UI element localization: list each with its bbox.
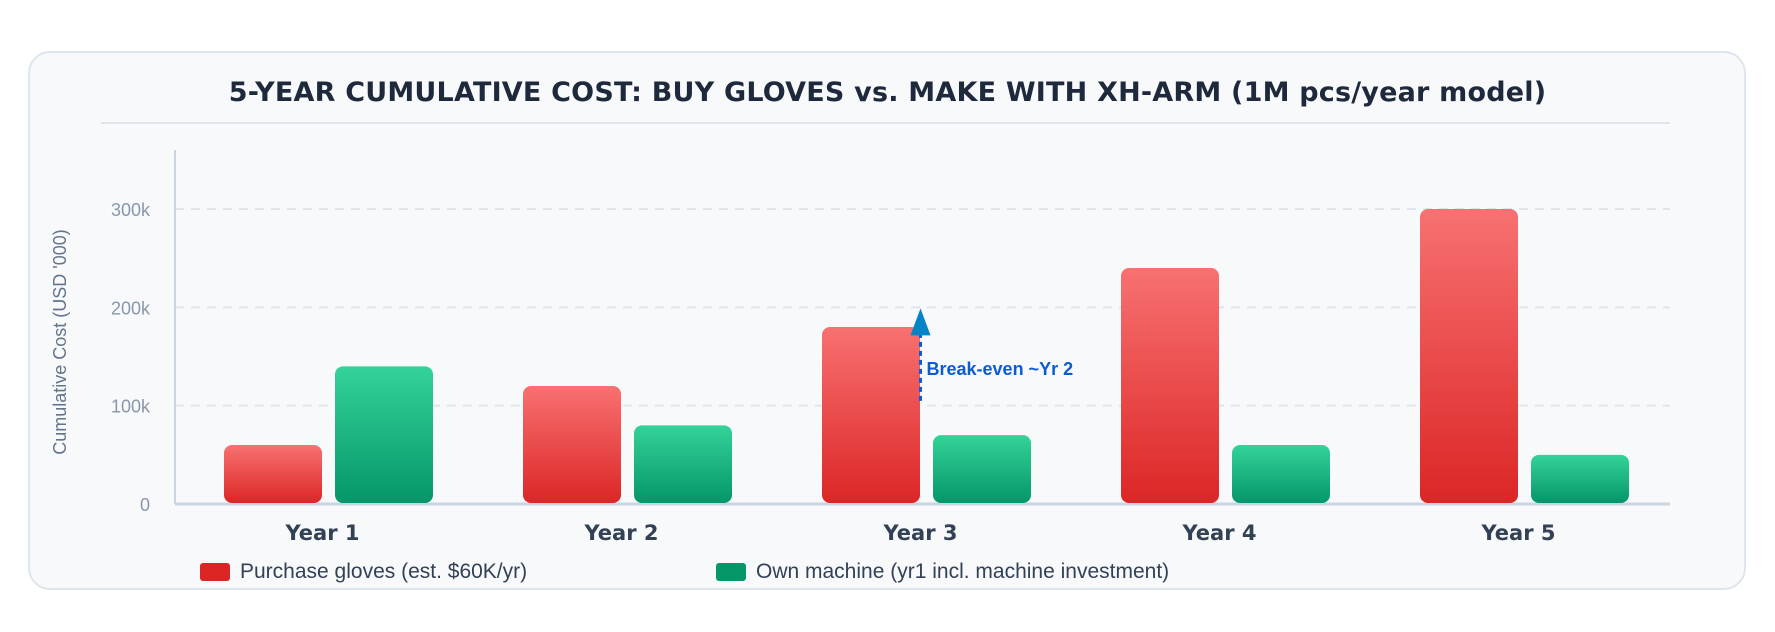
bar-purchase [822, 327, 920, 503]
legend-swatch-own-machine [716, 563, 746, 581]
legend-label-purchase: Purchase gloves (est. $60K/yr) [240, 560, 528, 583]
legend-item-own-machine: Own machine (yr1 incl. machine investmen… [716, 560, 1169, 584]
bar-purchase [224, 445, 322, 503]
legend-item-purchase: Purchase gloves (est. $60K/yr) [200, 560, 527, 584]
bar-purchase [1121, 268, 1219, 503]
bar-own-machine [1531, 454, 1629, 503]
y-tick-label: 300k [111, 200, 151, 220]
bar-own-machine [933, 435, 1031, 503]
y-tick-label: 0 [140, 495, 150, 515]
x-tick-label: Year 4 [1182, 521, 1257, 545]
bar-purchase [1420, 209, 1518, 503]
legend-swatch-purchase [200, 563, 230, 581]
x-tick-label: Year 2 [584, 521, 659, 545]
bar-own-machine [1232, 445, 1330, 503]
legend-label-own-machine: Own machine (yr1 incl. machine investmen… [756, 560, 1170, 583]
x-tick-label: Year 5 [1481, 521, 1556, 545]
x-tick-label: Year 3 [883, 521, 958, 545]
x-tick-label: Year 1 [285, 521, 360, 545]
title-divider [101, 122, 1670, 124]
bar-purchase [523, 386, 621, 503]
break-even-arrow-icon [910, 308, 931, 336]
break-even-annotation: Break-even ~Yr 2 [927, 359, 1074, 379]
y-axis-title: Cumulative Cost (USD '000) [50, 229, 70, 455]
bar-own-machine [634, 425, 732, 503]
y-tick-label: 100k [111, 397, 151, 417]
chart-title: 5-YEAR CUMULATIVE COST: BUY GLOVES vs. M… [228, 77, 1547, 108]
y-tick-label: 200k [111, 298, 151, 318]
bar-own-machine [335, 366, 433, 503]
